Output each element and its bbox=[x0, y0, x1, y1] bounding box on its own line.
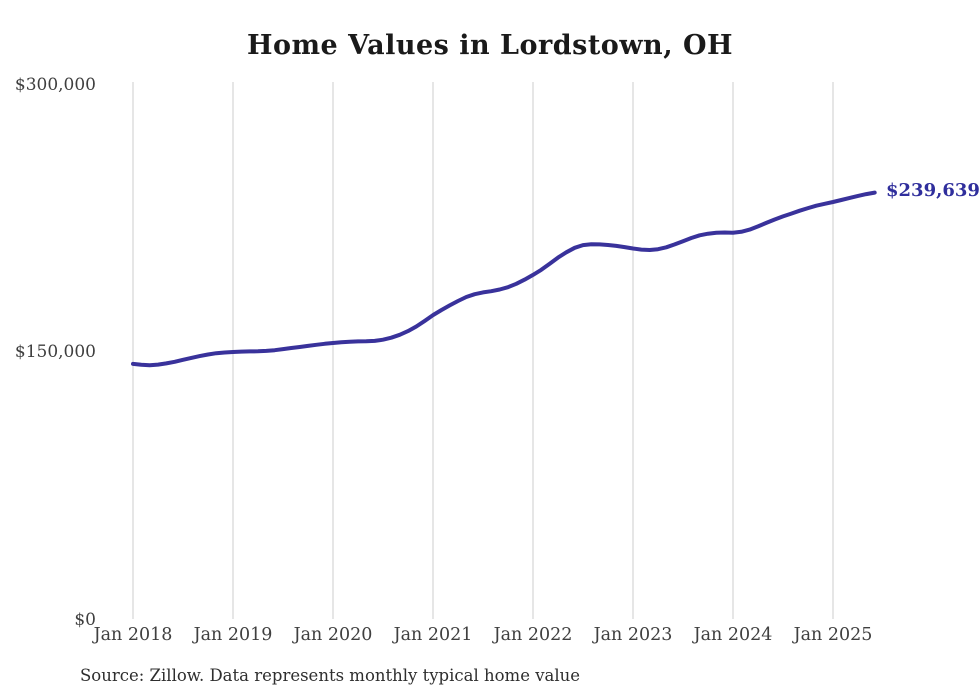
y-axis-label-0: $0 bbox=[74, 609, 96, 630]
chart-title: Home Values in Lordstown, OH bbox=[246, 30, 734, 61]
x-axis-label-2023: Jan 2023 bbox=[593, 625, 673, 645]
x-axis-label-2018: Jan 2018 bbox=[93, 625, 173, 645]
x-axis-label-2020: Jan 2020 bbox=[293, 625, 373, 645]
y-axis-label-300000: $300,000 bbox=[14, 74, 96, 95]
home-value-line bbox=[131, 190, 877, 368]
x-axis-label-2019: Jan 2019 bbox=[193, 625, 273, 645]
current-value-label: $239,639 bbox=[886, 180, 980, 201]
source-note: Source: Zillow. Data represents monthly … bbox=[80, 666, 581, 685]
y-axis-label-150000: $150,000 bbox=[14, 342, 96, 362]
x-axis-label-2021: Jan 2021 bbox=[393, 625, 473, 645]
x-axis-label-2024: Jan 2024 bbox=[693, 625, 773, 645]
x-axis-label-2022: Jan 2022 bbox=[493, 625, 573, 645]
x-axis-label-2025: Jan 2025 bbox=[793, 625, 873, 645]
